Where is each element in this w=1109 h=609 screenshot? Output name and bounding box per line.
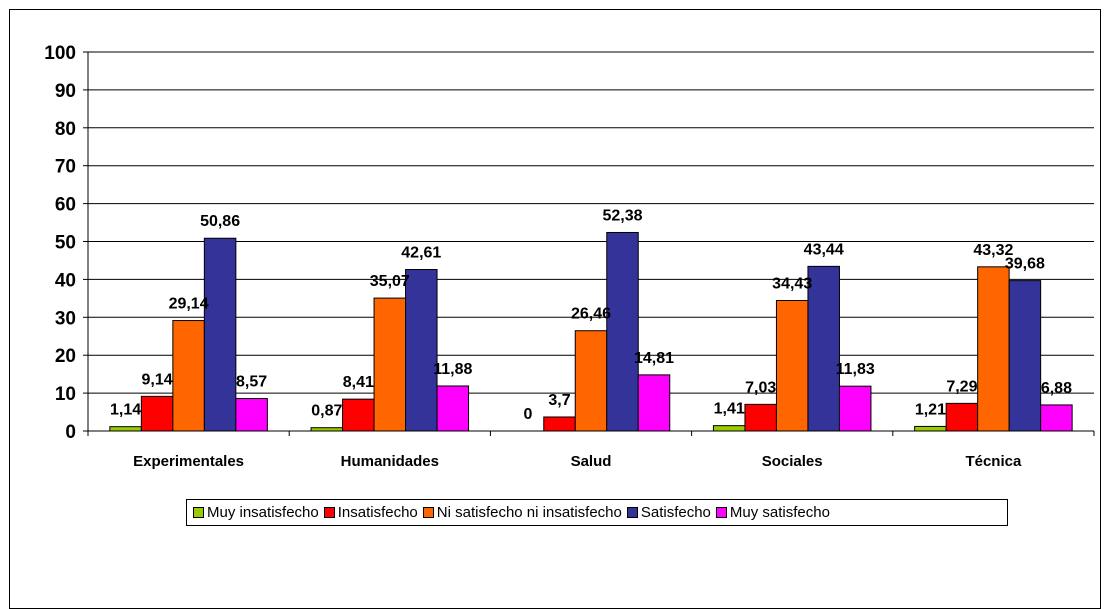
data-label: 8,41 xyxy=(343,374,374,391)
data-label: 1,41 xyxy=(714,401,745,418)
y-tick-label: 100 xyxy=(44,43,76,64)
y-tick-label: 50 xyxy=(55,233,76,254)
data-label: 43,44 xyxy=(804,241,844,258)
x-category-label: Humanidades xyxy=(341,453,439,470)
data-label: 1,21 xyxy=(915,401,946,418)
x-category-label: Técnica xyxy=(965,453,1022,470)
bar xyxy=(140,395,174,432)
data-label: 1,14 xyxy=(110,402,141,419)
bar xyxy=(203,237,237,432)
legend-label: Ni satisfecho ni insatisfecho xyxy=(436,504,622,521)
data-label: 7,03 xyxy=(745,379,776,396)
legend-item: Muy insatisfecho xyxy=(193,504,319,521)
data-label: 11,88 xyxy=(433,361,472,378)
bar xyxy=(1008,280,1042,432)
x-axis: Experimentales Humanidades Salud Sociales Té… xyxy=(87,430,1095,470)
y-axis: 0 10 20 30 40 50 60 70 80 90 100 xyxy=(44,43,89,443)
data-label: 26,46 xyxy=(571,306,611,323)
y-tick-label: 70 xyxy=(55,157,76,178)
legend-swatch xyxy=(422,507,434,518)
x-category-label: Sociales xyxy=(762,453,823,470)
bar xyxy=(373,297,407,432)
data-label: 52,38 xyxy=(602,207,642,224)
bar xyxy=(342,398,375,432)
data-label: 14,81 xyxy=(634,350,674,367)
y-tick-label: 60 xyxy=(55,195,76,216)
bar xyxy=(172,320,205,432)
y-tick-label: 0 xyxy=(65,422,76,443)
bar xyxy=(637,374,671,432)
legend-label: Muy insatisfecho xyxy=(207,504,319,521)
y-tick-label: 30 xyxy=(55,308,76,329)
legend-swatch xyxy=(626,507,638,518)
bar xyxy=(436,385,470,432)
data-label: 8,57 xyxy=(236,374,267,391)
bar xyxy=(405,269,438,432)
bar xyxy=(945,402,979,432)
legend-item: Insatisfecho xyxy=(323,504,418,521)
data-label: 6,88 xyxy=(1041,380,1072,397)
bar xyxy=(109,426,142,432)
x-category-label: Experimentales xyxy=(133,453,244,470)
y-tick-label: 90 xyxy=(55,81,76,102)
data-label: 29,14 xyxy=(169,296,209,313)
bar xyxy=(775,300,809,432)
data-label: 7,29 xyxy=(946,378,977,395)
bar xyxy=(977,266,1010,432)
legend-swatch xyxy=(323,507,335,518)
data-label: 0,87 xyxy=(311,403,342,420)
legend-item: Ni satisfecho ni insatisfecho xyxy=(422,504,622,521)
y-tick-label: 10 xyxy=(55,384,76,405)
bar xyxy=(914,425,947,432)
legend: Muy insatisfecho Insatisfecho Ni satisfech… xyxy=(186,499,1008,526)
y-tick-label: 40 xyxy=(55,270,76,291)
bar xyxy=(744,403,777,432)
gridlines xyxy=(88,51,1094,394)
data-label: 39,68 xyxy=(1005,256,1045,273)
legend-swatch xyxy=(193,507,204,518)
data-label: 11,83 xyxy=(836,361,875,378)
bar xyxy=(235,398,268,432)
bar xyxy=(574,330,608,432)
x-category-label: Salud xyxy=(571,453,612,470)
legend-label: Muy satisfecho xyxy=(729,504,830,521)
legend-item: Muy satisfecho xyxy=(715,504,830,521)
bar xyxy=(807,265,840,432)
bars xyxy=(109,231,1073,432)
data-label: 34,43 xyxy=(772,276,812,293)
legend-item: Satisfecho xyxy=(626,504,711,521)
data-label: 43,32 xyxy=(973,242,1013,259)
data-label: 9,14 xyxy=(142,371,173,388)
legend-label: Insatisfecho xyxy=(337,504,418,521)
bar xyxy=(543,416,576,432)
bar xyxy=(838,385,872,432)
legend-label: Satisfecho xyxy=(640,504,711,521)
data-label: 50,86 xyxy=(200,213,240,230)
bar xyxy=(1040,404,1073,432)
data-label: 42,61 xyxy=(401,245,441,262)
bar xyxy=(606,231,639,432)
y-tick-label: 20 xyxy=(55,346,76,367)
legend-swatch xyxy=(715,507,727,518)
data-label: 0 xyxy=(524,406,533,423)
data-label: 35,07 xyxy=(370,273,410,290)
bar xyxy=(712,425,746,432)
data-labels: 1,149,14 29,14 50,86 8,57 0,878,41 35,07 42,61… xyxy=(110,207,1072,423)
data-label: 3,7 xyxy=(548,392,570,409)
bar-chart: 0 10 20 30 40 50 60 70 80 90 100 1,149,14 29,14 50,8… xyxy=(44,43,1095,470)
y-tick-label: 80 xyxy=(55,119,76,140)
